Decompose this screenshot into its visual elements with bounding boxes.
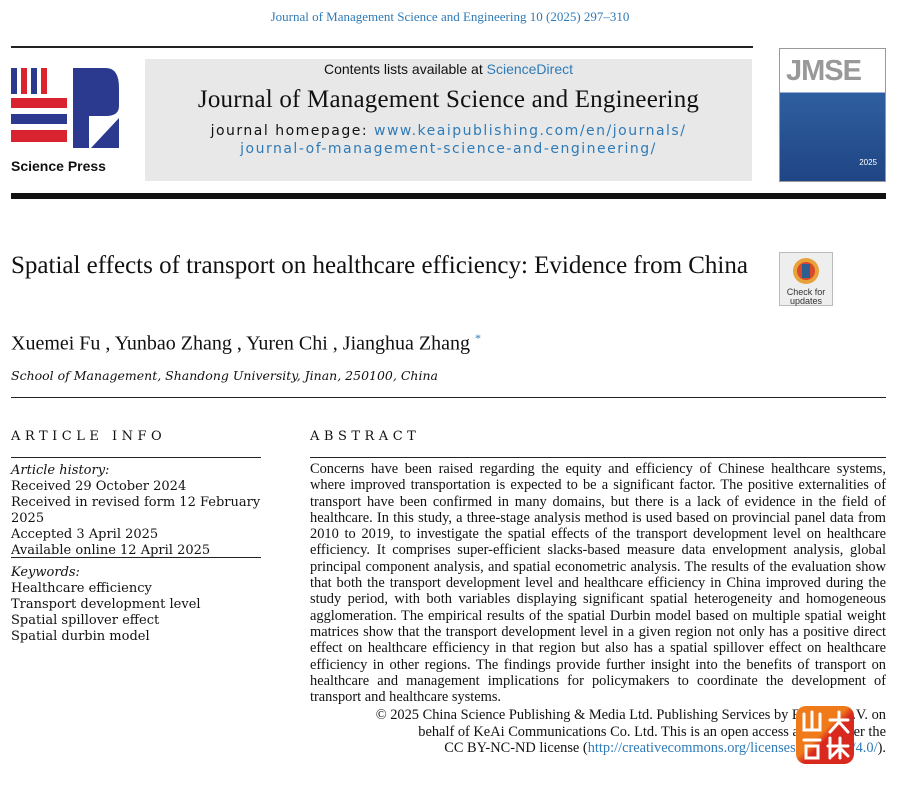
- watermark-logo: [796, 706, 854, 764]
- article-title: Spatial effects of transport on healthca…: [11, 252, 748, 279]
- keywords-label: Keywords:: [11, 565, 80, 580]
- homepage-link-2[interactable]: journal-of-management-science-and-engine…: [240, 141, 657, 157]
- copyright-line: © 2025 China Science Publishing & Media …: [375, 707, 886, 724]
- keywords: Keywords: Healthcare efficiency Transpor…: [11, 565, 261, 645]
- check-label-2: updates: [789, 296, 823, 306]
- divider: [11, 557, 261, 558]
- check-label-1: Check for: [786, 287, 826, 297]
- affiliation: School of Management, Shandong Universit…: [11, 368, 438, 383]
- sciencedirect-link[interactable]: ScienceDirect: [486, 61, 573, 77]
- homepage-link-1[interactable]: www.keaipublishing.com/en/journals/: [374, 123, 687, 139]
- check-updates-icon: [793, 258, 819, 284]
- corresponding-author-mark[interactable]: *: [475, 331, 481, 345]
- contents-prefix: Contents lists available at: [323, 61, 487, 77]
- history-item: Available online 12 April 2025: [11, 543, 211, 558]
- journal-banner: Contents lists available at ScienceDirec…: [145, 59, 752, 181]
- divider: [11, 397, 886, 398]
- check-for-updates-button[interactable]: Check for updates: [779, 252, 833, 306]
- authors[interactable]: Xuemei Fu , Yunbao Zhang , Yuren Chi , J…: [11, 332, 475, 355]
- journal-title: Journal of Management Science and Engine…: [197, 86, 700, 113]
- keyword: Spatial spillover effect: [11, 613, 160, 628]
- license-prefix: CC BY-NC-ND license (: [444, 740, 588, 757]
- header-divider: [11, 193, 886, 199]
- keyword: Healthcare efficiency: [11, 581, 152, 596]
- divider: [310, 457, 886, 458]
- history-label: Article history:: [11, 463, 110, 478]
- history-item: Accepted 3 April 2025: [11, 527, 159, 542]
- journal-cover-image[interactable]: JMSE 2025: [779, 48, 886, 182]
- science-press-logo: [11, 68, 119, 148]
- keyword: Spatial durbin model: [11, 629, 150, 644]
- abstract-section: Concerns have been raised regarding the …: [310, 461, 886, 757]
- journal-homepage: journal homepage: www.keaipublishing.com…: [145, 122, 752, 158]
- publisher-name: Science Press: [11, 158, 106, 174]
- contents-line: Contents lists available at ScienceDirec…: [145, 61, 752, 77]
- cover-year: 2025: [859, 158, 877, 167]
- journal-citation: Journal of Management Science and Engine…: [270, 9, 630, 24]
- abstract-text: Concerns have been raised regarding the …: [310, 461, 886, 706]
- article-history: Article history: Received 29 October 202…: [11, 463, 261, 559]
- abstract-heading: ABSTRACT: [310, 429, 421, 444]
- license-suffix: ).: [877, 740, 886, 757]
- article-info-heading: ARTICLE INFO: [11, 429, 167, 444]
- keyword: Transport development level: [11, 597, 201, 612]
- copyright-line: behalf of KeAi Communications Co. Ltd. T…: [418, 723, 886, 740]
- divider: [11, 457, 261, 458]
- cover-title: JMSE: [786, 55, 862, 87]
- divider: [11, 46, 753, 48]
- homepage-prefix: journal homepage:: [210, 123, 375, 139]
- history-item: Received 29 October 2024: [11, 479, 187, 494]
- copyright-notice: © 2025 China Science Publishing & Media …: [310, 707, 886, 757]
- history-item: Received in revised form 12 February 202…: [11, 495, 261, 526]
- author-list: Xuemei Fu , Yunbao Zhang , Yuren Chi , J…: [11, 331, 481, 356]
